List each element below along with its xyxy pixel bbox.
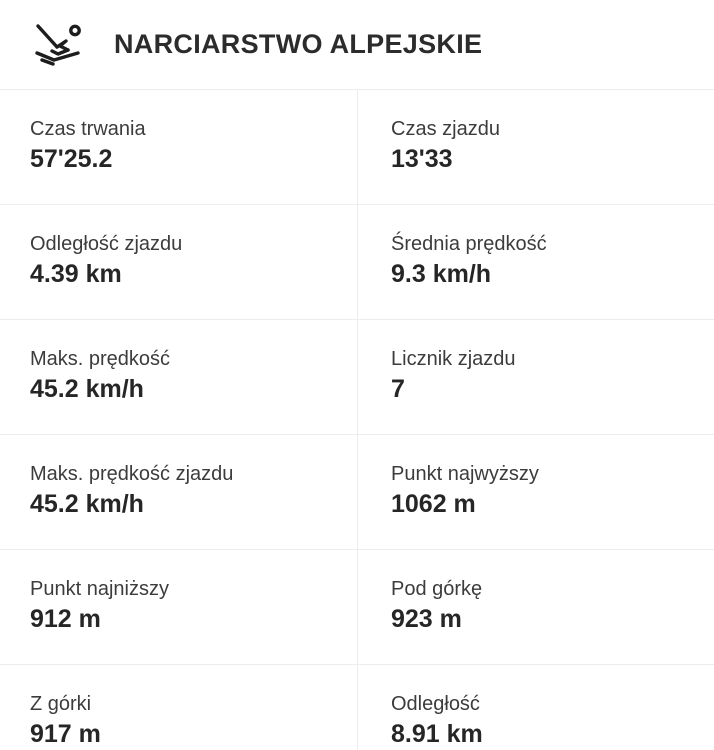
stat-cell-distance: Odległość 8.91 km [357,665,714,750]
stat-label: Maks. prędkość zjazdu [30,463,234,485]
stat-cell-max-speed: Maks. prędkość 45.2 km/h [0,320,357,434]
stat-cell-max-descent-speed: Maks. prędkość zjazdu 45.2 km/h [0,435,357,549]
stat-cell-lowest-point: Punkt najniższy 912 m [0,550,357,664]
stats-row: Czas trwania 57'25.2 Czas zjazdu 13'33 [0,90,714,205]
stat-cell-descent-distance: Odległość zjazdu 4.39 km [0,205,357,319]
page-title: NARCIARSTWO ALPEJSKIE [114,29,483,59]
stat-value: 13'33 [391,145,453,173]
stat-value: 7 [391,375,405,403]
stats-row: Maks. prędkość zjazdu 45.2 km/h Punkt na… [0,435,714,550]
stat-cell-ascent: Pod górkę 923 m [357,550,714,664]
stat-value: 917 m [30,720,101,748]
stat-label: Odległość [391,693,480,715]
stat-value: 923 m [391,605,462,633]
stats-row: Z górki 917 m Odległość 8.91 km [0,665,714,750]
stat-cell-highest-point: Punkt najwyższy 1062 m [357,435,714,549]
stat-label: Punkt najniższy [30,578,169,600]
stat-cell-duration: Czas trwania 57'25.2 [0,90,357,204]
stat-value: 45.2 km/h [30,490,144,518]
stat-value: 57'25.2 [30,145,113,173]
stat-cell-descent-time: Czas zjazdu 13'33 [357,90,714,204]
stat-label: Punkt najwyższy [391,463,539,485]
activity-header: NARCIARSTWO ALPEJSKIE [0,0,714,90]
stat-label: Z górki [30,693,92,715]
stat-value: 912 m [30,605,101,633]
stat-value: 8.91 km [391,720,483,748]
stat-value: 9.3 km/h [391,260,492,288]
stat-label: Pod górkę [391,578,483,600]
stat-label: Średnia prędkość [391,233,547,255]
stat-cell-descent: Z górki 917 m [0,665,357,750]
stat-label: Czas zjazdu [391,118,500,140]
stats-row: Odległość zjazdu 4.39 km Średnia prędkoś… [0,205,714,320]
stats-grid: Czas trwania 57'25.2 Czas zjazdu 13'33 O… [0,90,714,750]
stat-label: Czas trwania [30,118,146,140]
stat-cell-average-speed: Średnia prędkość 9.3 km/h [357,205,714,319]
alpine-skiing-icon [30,20,86,70]
stat-label: Maks. prędkość [30,348,171,370]
stat-label: Odległość zjazdu [30,233,183,255]
stats-row: Punkt najniższy 912 m Pod górkę 923 m [0,550,714,665]
stat-value: 4.39 km [30,260,122,288]
stat-value: 1062 m [391,490,476,518]
stats-row: Maks. prędkość 45.2 km/h Licznik zjazdu … [0,320,714,435]
stat-value: 45.2 km/h [30,375,144,403]
stat-label: Licznik zjazdu [391,348,516,370]
stat-cell-descent-count: Licznik zjazdu 7 [357,320,714,434]
